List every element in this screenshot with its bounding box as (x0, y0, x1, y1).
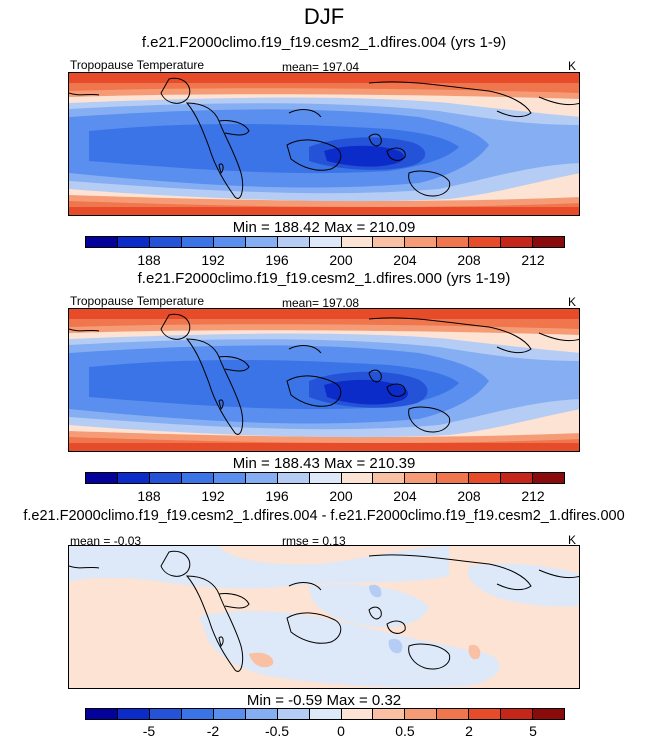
panel-3-colorbar-ticks: -5 -2 -0.5 0 0.5 2 5 (85, 723, 565, 741)
colorbar-swatch (501, 237, 534, 247)
panel-1-colorbar (85, 236, 565, 248)
panel-2-subtitle: f.e21.F2000climo.f19_f19.cesm2_1.dfires.… (137, 270, 511, 287)
colorbar-swatch (245, 237, 278, 247)
colorbar-tick-label: 2 (465, 723, 473, 739)
colorbar-swatch (405, 237, 438, 247)
colorbar-swatch (149, 709, 182, 719)
colorbar-swatch (405, 473, 438, 483)
colorbar-swatch (149, 237, 182, 247)
colorbar-tick-label: 212 (521, 252, 545, 268)
panel-2-minmax-stats: Min = 188.43 Max = 210.39 (232, 455, 416, 472)
panel-3-rmse-label: rmse = 0.13 (282, 534, 346, 548)
colorbar-tick-label: -5 (142, 723, 156, 739)
colorbar-swatch (469, 473, 502, 483)
panel-2-mean-label: mean= 197.08 (282, 296, 360, 310)
colorbar-swatch (469, 237, 502, 247)
colorbar-tick-label: 5 (529, 723, 537, 739)
panel-3-mean-label: mean = -0.03 (70, 534, 142, 548)
colorbar-swatch (277, 473, 310, 483)
colorbar-swatch (501, 473, 534, 483)
colorbar-swatch (117, 473, 150, 483)
colorbar-tick-label: 0.5 (395, 723, 415, 739)
panel-1-minmax-stats: Min = 188.42 Max = 210.09 (232, 219, 416, 236)
colorbar-tick-label: 200 (329, 252, 353, 268)
panel-3-minmax-stats: Min = -0.59 Max = 0.32 (246, 692, 402, 709)
panel-1-variable-label: Tropopause Temperature (70, 58, 205, 72)
panel-2-colorbar-ticks: 188 192 196 200 204 208 212 (85, 488, 565, 506)
panel-3-colorbar (85, 708, 565, 720)
colorbar-swatch (533, 473, 565, 483)
colorbar-tick-label: 192 (201, 488, 225, 504)
colorbar-swatch (277, 709, 310, 719)
colorbar-tick-label: 204 (393, 488, 417, 504)
colorbar-swatch (213, 709, 246, 719)
colorbar-swatch (309, 709, 342, 719)
figure-title: DJF (303, 4, 345, 29)
panel-1-colorbar-ticks: 188 192 196 200 204 208 212 (85, 252, 565, 270)
colorbar-swatch (213, 237, 246, 247)
panel-1-mean-label: mean= 197.04 (282, 60, 360, 74)
colorbar-swatch (181, 473, 214, 483)
colorbar-tick-label: 192 (201, 252, 225, 268)
colorbar-swatch (86, 709, 118, 719)
colorbar-swatch (469, 709, 502, 719)
colorbar-tick-label: -2 (206, 723, 220, 739)
colorbar-swatch (373, 237, 406, 247)
colorbar-tick-label: 0 (337, 723, 345, 739)
panel-2-units-label: K (568, 295, 577, 309)
panel-3-units-label: K (568, 533, 577, 547)
colorbar-swatch (309, 237, 342, 247)
panel-1-subtitle: f.e21.F2000climo.f19_f19.cesm2_1.dfires.… (141, 34, 507, 51)
colorbar-swatch (86, 237, 118, 247)
colorbar-swatch (373, 473, 406, 483)
colorbar-swatch (277, 237, 310, 247)
colorbar-swatch (437, 237, 470, 247)
colorbar-swatch (309, 473, 342, 483)
colorbar-swatch (405, 709, 438, 719)
colorbar-swatch (181, 709, 214, 719)
colorbar-swatch (437, 709, 470, 719)
panel-3-subtitle: f.e21.F2000climo.f19_f19.cesm2_1.dfires.… (23, 508, 625, 524)
colorbar-tick-label: 212 (521, 488, 545, 504)
colorbar-tick-label: 208 (457, 252, 481, 268)
colorbar-tick-label: 208 (457, 488, 481, 504)
colorbar-swatch (437, 473, 470, 483)
panel-2-map (68, 308, 580, 452)
panel-1-units-label: K (568, 59, 577, 73)
colorbar-tick-label: 188 (137, 252, 161, 268)
colorbar-swatch (533, 709, 565, 719)
panel-2-variable-label: Tropopause Temperature (70, 294, 205, 308)
colorbar-swatch (245, 473, 278, 483)
colorbar-tick-label: 188 (137, 488, 161, 504)
colorbar-swatch (181, 237, 214, 247)
colorbar-tick-label: 196 (265, 252, 289, 268)
colorbar-tick-label: 196 (265, 488, 289, 504)
colorbar-swatch (117, 237, 150, 247)
colorbar-tick-label: 204 (393, 252, 417, 268)
colorbar-swatch (149, 473, 182, 483)
colorbar-swatch (86, 473, 118, 483)
colorbar-swatch (341, 237, 374, 247)
colorbar-tick-label: 200 (329, 488, 353, 504)
colorbar-swatch (341, 473, 374, 483)
colorbar-swatch (341, 709, 374, 719)
panel-1-map (68, 72, 580, 216)
colorbar-swatch (373, 709, 406, 719)
colorbar-swatch (245, 709, 278, 719)
colorbar-swatch (501, 709, 534, 719)
colorbar-swatch (117, 709, 150, 719)
colorbar-swatch (213, 473, 246, 483)
colorbar-swatch (533, 237, 565, 247)
panel-3-map (68, 545, 580, 689)
colorbar-tick-label: -0.5 (264, 723, 290, 739)
panel-2-colorbar (85, 472, 565, 484)
